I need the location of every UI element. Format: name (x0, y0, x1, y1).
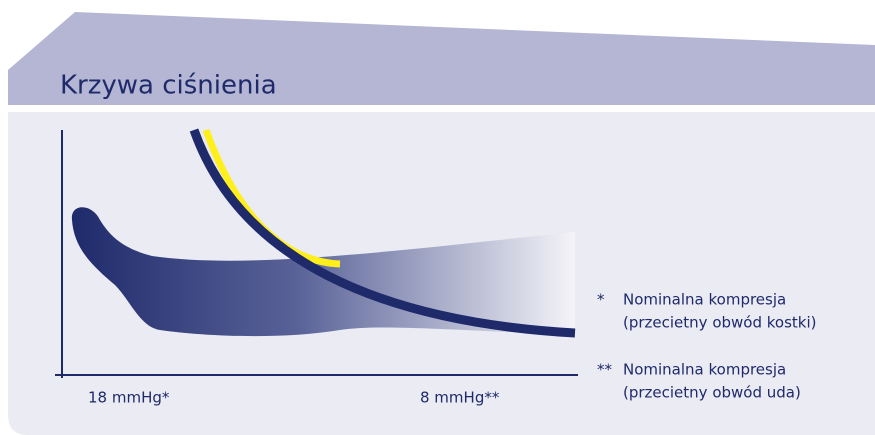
note-line: Nominalna kompresja (623, 361, 786, 379)
axis-label: 8 mmHg** (420, 389, 500, 407)
note-line: (przecietny obwód kostki) (623, 314, 816, 332)
header-tab (8, 12, 875, 105)
note-marker: * (597, 291, 605, 309)
note-line: (przecietny obwód uda) (623, 384, 801, 402)
note-line: Nominalna kompresja (623, 291, 786, 309)
note-marker: ** (597, 361, 613, 379)
axis-label: 18 mmHg* (88, 389, 170, 407)
pressure-curve (189, 128, 576, 338)
title: Krzywa ciśnienia (60, 71, 277, 101)
